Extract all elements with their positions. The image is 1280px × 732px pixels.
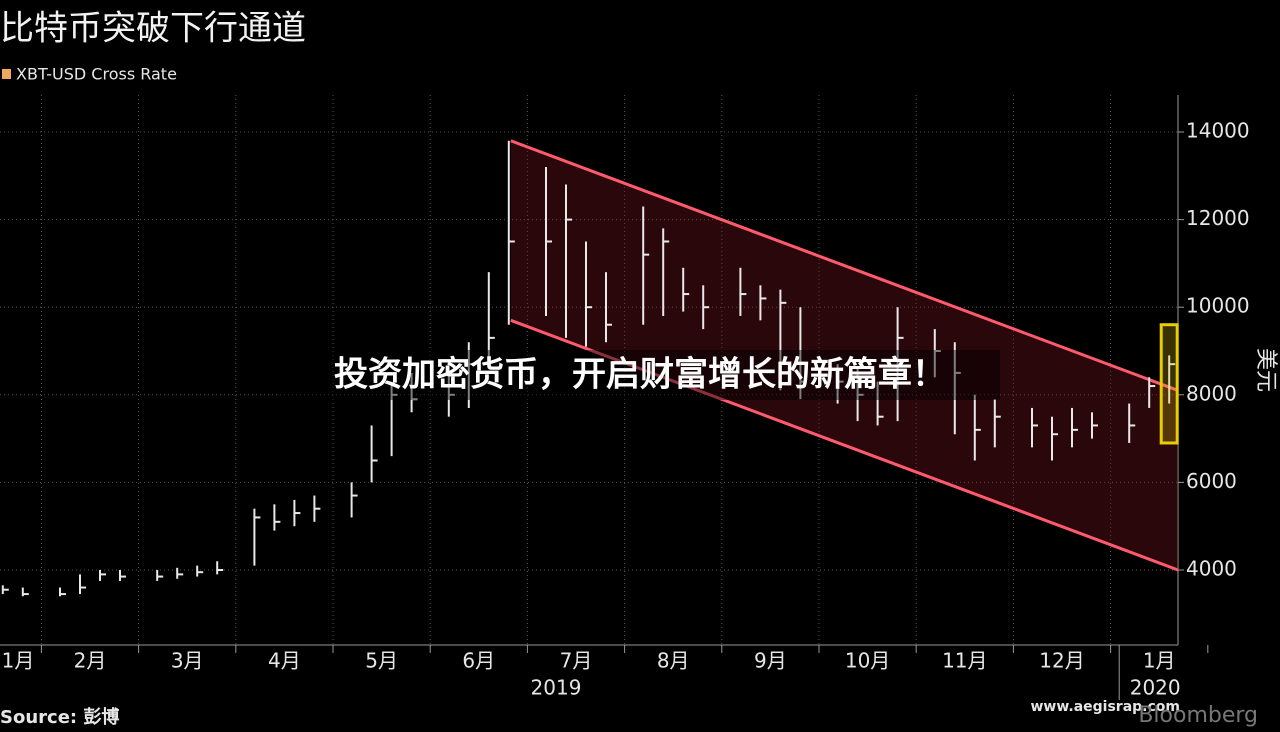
overlay-band xyxy=(280,350,1000,400)
source: Source: 彭博 xyxy=(0,706,119,728)
y-tick-label: 12000 xyxy=(1186,206,1250,230)
channel-line xyxy=(510,318,1179,572)
y-tick-label: 10000 xyxy=(1186,294,1250,318)
y-tick-label: 8000 xyxy=(1186,381,1237,405)
highlight-box xyxy=(1159,323,1179,445)
year-label: 2019 xyxy=(531,676,582,700)
overlay-text: 投资加密货币，开启财富增长的新篇章！ xyxy=(334,355,946,395)
x-tick-label: 10月 xyxy=(845,649,890,673)
y-tick-label: 14000 xyxy=(1186,119,1250,143)
x-tick-label: 8月 xyxy=(657,649,690,673)
channel-fill xyxy=(510,140,1178,570)
channel-line xyxy=(510,139,1179,392)
y-tick-label: 4000 xyxy=(1186,557,1237,581)
x-tick-label: 6月 xyxy=(462,649,495,673)
x-tick-label: 1月 xyxy=(2,649,35,673)
watermark: www.aegisrap.com xyxy=(1030,699,1180,715)
y-tick-label: 6000 xyxy=(1186,469,1237,493)
x-tick-label: 4月 xyxy=(268,649,301,673)
x-tick-label: 3月 xyxy=(171,649,204,673)
x-tick-label: 11月 xyxy=(942,649,987,673)
x-tick-label: 5月 xyxy=(365,649,398,673)
brand: Bloomberg xyxy=(1138,703,1258,728)
x-tick-label: 1月 xyxy=(1143,649,1176,673)
legend-label: XBT-USD Cross Rate xyxy=(16,65,177,84)
chart-title: 比特币突破下行通道 xyxy=(0,9,306,49)
x-tick-label: 9月 xyxy=(754,649,787,673)
x-tick-label: 2月 xyxy=(74,649,107,673)
x-tick-label: 12月 xyxy=(1039,649,1084,673)
x-tick-label: 7月 xyxy=(560,649,593,673)
legend-swatch xyxy=(2,69,11,79)
year-label: 2020 xyxy=(1130,676,1181,700)
y-axis-label: 美元 xyxy=(1253,348,1278,392)
